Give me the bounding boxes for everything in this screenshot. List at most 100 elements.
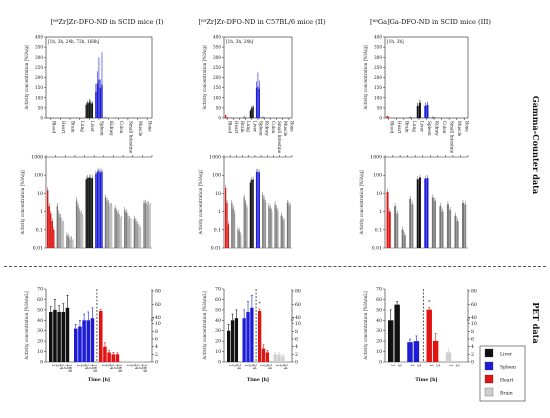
bar: [96, 83, 99, 118]
y-tick-label: 0.01: [372, 246, 382, 252]
bar: [386, 115, 389, 118]
y-tick-label: 50: [37, 307, 43, 313]
bar: [227, 330, 231, 362]
bar: [59, 217, 62, 248]
bar: [69, 239, 71, 248]
y-tick-label: 70: [376, 287, 382, 293]
y-tick-label: 10: [37, 349, 43, 355]
bar: [53, 309, 57, 362]
bar: [252, 179, 254, 248]
bar: [258, 88, 260, 118]
x-tick-label: 72: [138, 364, 143, 370]
x-tick-label: 24: [283, 364, 288, 370]
y-tick-label: 1000: [370, 155, 382, 161]
y-tick-label: 60: [215, 297, 221, 303]
category-label: Small Intestine: [277, 121, 282, 154]
significance-mark: *: [258, 301, 261, 307]
bar: [257, 86, 259, 118]
x-tick-label: 24: [236, 364, 241, 370]
right-tick-label: 10: [155, 321, 161, 327]
bar: [426, 309, 432, 362]
right-tick-label: 0: [471, 360, 474, 366]
y-tick-label: 60: [37, 297, 43, 303]
bar: [51, 221, 53, 248]
category-label: Brain: [71, 121, 76, 133]
bar: [77, 206, 79, 248]
bar: [120, 218, 122, 248]
y-tick-label: 50: [377, 105, 383, 110]
y-tick-label: 1000: [31, 155, 43, 161]
right-tick-label: 4: [155, 344, 158, 350]
bar: [289, 206, 291, 248]
y-tick-label: 60: [376, 297, 382, 303]
y-tick-label: 30: [37, 328, 43, 334]
bar: [48, 206, 50, 248]
bar: [99, 87, 102, 118]
y-axis-label: Activity concentration [%IA/g]: [24, 45, 29, 111]
bar: [386, 191, 389, 248]
y-tick-label: 300: [35, 55, 43, 60]
y-axis-label: Activity concentration [%IA/g]: [363, 45, 368, 111]
bar: [409, 198, 412, 248]
bar: [446, 204, 449, 248]
right-tick-label: 40: [155, 315, 161, 321]
bar: [101, 84, 103, 118]
bar: [255, 87, 258, 118]
bar: [416, 105, 419, 118]
y-tick-label: 50: [38, 105, 44, 110]
bar: [75, 117, 78, 118]
bar: [82, 217, 84, 248]
bar: [434, 117, 437, 118]
y-tick-label: 1: [379, 209, 382, 215]
bar: [286, 202, 289, 248]
right-tick-label: 40: [295, 315, 301, 321]
bar: [88, 102, 90, 118]
legend-label: Spleen: [500, 365, 516, 371]
y-axis-label: Activity concentration [%IA/mL]: [202, 291, 207, 361]
bar: [449, 210, 452, 248]
right-tick-label: 60: [471, 302, 477, 308]
bar: [138, 226, 140, 248]
bar: [251, 108, 253, 118]
chart-mid2: 0.01 0.1 1 10 100 1000 Activity concentration …: [198, 155, 293, 252]
x-tick-label: 1: [76, 364, 81, 367]
bar: [257, 171, 259, 248]
y-tick-label: 150: [213, 85, 221, 90]
right-tick-label: 4: [295, 344, 298, 350]
bar: [136, 224, 139, 248]
y-tick-label: 100: [35, 95, 43, 100]
y-tick-label: 100: [213, 95, 221, 100]
chart-mid3: 0.01 0.1 1 10 100 1000 Activity concentration …: [359, 155, 469, 252]
right-tick-label: 80: [155, 289, 161, 295]
y-tick-label: 10: [215, 349, 221, 355]
bar: [431, 116, 434, 118]
bar: [424, 178, 427, 248]
x-tick-label: 3: [80, 364, 85, 367]
bar: [139, 229, 142, 248]
bar: [388, 320, 394, 362]
bar: [98, 170, 100, 248]
bar: [262, 195, 264, 248]
bar: [80, 213, 82, 248]
bar: [243, 116, 245, 118]
bar: [135, 221, 137, 248]
bar: [262, 116, 264, 118]
right-tick-label: 6: [471, 336, 474, 342]
bar: [246, 208, 248, 248]
y-tick-label: 150: [35, 85, 43, 90]
bar: [418, 177, 421, 248]
bar: [130, 221, 132, 248]
legend: Liver Spleen Heart Brain: [479, 345, 526, 402]
x-tick-label: 1: [391, 364, 396, 367]
bar: [249, 110, 251, 118]
y-tick-label: 250: [35, 65, 43, 70]
bar: [401, 229, 404, 248]
right-tick-label: 2: [155, 352, 158, 358]
bar: [91, 178, 94, 248]
bar: [133, 218, 136, 248]
x-axis-label: Time [h]: [247, 377, 269, 383]
bar: [424, 105, 427, 118]
bar: [439, 206, 442, 248]
x-axis-label: Time [h]: [415, 377, 437, 383]
bar: [426, 178, 429, 248]
